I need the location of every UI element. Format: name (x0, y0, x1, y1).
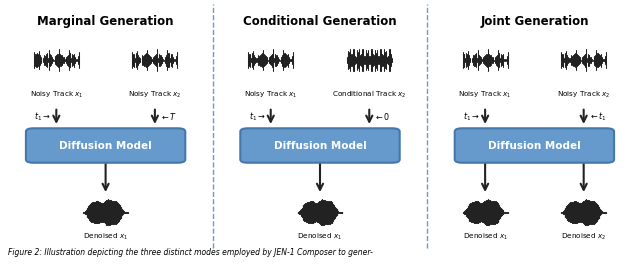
Text: Denoised $x_2$: Denoised $x_2$ (561, 232, 606, 242)
Text: Conditional Generation: Conditional Generation (243, 15, 397, 28)
Text: Noisy Track $x_1$: Noisy Track $x_1$ (29, 89, 83, 100)
FancyBboxPatch shape (241, 128, 400, 163)
Text: Diffusion Model: Diffusion Model (488, 140, 580, 151)
Text: $t_1\rightarrow$: $t_1\rightarrow$ (35, 111, 51, 123)
Text: Noisy Track $x_2$: Noisy Track $x_2$ (128, 89, 182, 100)
Text: $\leftarrow t_1$: $\leftarrow t_1$ (589, 111, 607, 123)
Text: Conditional Track $x_2$: Conditional Track $x_2$ (332, 89, 406, 100)
Text: Noisy Track $x_2$: Noisy Track $x_2$ (557, 89, 611, 100)
Text: Diffusion Model: Diffusion Model (274, 140, 366, 151)
Text: Joint Generation: Joint Generation (480, 15, 589, 28)
Text: Marginal Generation: Marginal Generation (37, 15, 174, 28)
Text: Diffusion Model: Diffusion Model (60, 140, 152, 151)
Text: Denoised $x_1$: Denoised $x_1$ (83, 232, 128, 242)
Text: Noisy Track $x_1$: Noisy Track $x_1$ (244, 89, 298, 100)
Text: Denoised $x_1$: Denoised $x_1$ (463, 232, 508, 242)
Text: Denoised $x_1$: Denoised $x_1$ (298, 232, 342, 242)
Text: $\leftarrow 0$: $\leftarrow 0$ (374, 111, 391, 122)
Text: Noisy Track $x_1$: Noisy Track $x_1$ (458, 89, 512, 100)
FancyBboxPatch shape (454, 128, 614, 163)
Text: $\leftarrow T$: $\leftarrow T$ (160, 111, 177, 122)
FancyBboxPatch shape (26, 128, 186, 163)
Text: Figure 2: Illustration depicting the three distinct modes employed by JEN-1 Comp: Figure 2: Illustration depicting the thr… (8, 248, 372, 257)
Text: $t_1\rightarrow$: $t_1\rightarrow$ (249, 111, 266, 123)
Text: $t_1\rightarrow$: $t_1\rightarrow$ (463, 111, 480, 123)
